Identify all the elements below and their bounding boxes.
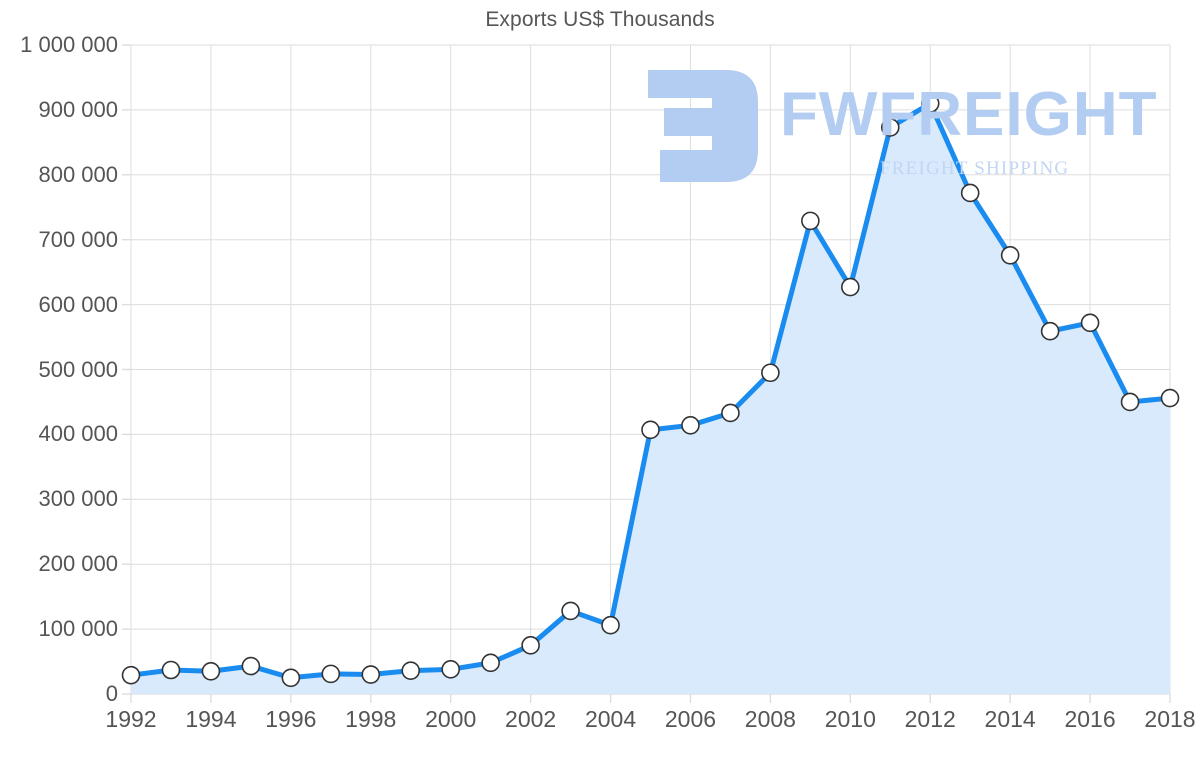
data-point-marker[interactable] — [441, 660, 460, 679]
x-axis-tick-label: 2002 — [505, 706, 557, 732]
data-point-marker[interactable] — [561, 601, 580, 621]
x-axis-tick-label: 2004 — [584, 706, 637, 732]
data-point-marker[interactable] — [121, 665, 141, 685]
y-axis-tick-label: 600 000 — [38, 291, 118, 317]
x-axis-tick-label: 2000 — [425, 706, 477, 732]
x-axis-tick-label: 1994 — [185, 706, 237, 732]
chart-title: Exports US$ Thousands — [485, 8, 715, 31]
data-point-marker[interactable] — [321, 664, 341, 684]
x-axis-tick-label: 2006 — [664, 706, 717, 732]
y-axis-tick-label: 200 000 — [38, 551, 118, 577]
data-point-marker[interactable] — [1160, 388, 1180, 408]
data-point-marker[interactable] — [1120, 392, 1140, 412]
x-axis-tick-label: 2018 — [1144, 706, 1196, 732]
y-axis-tick-label: 700 000 — [38, 226, 118, 252]
x-axis-tick-label: 1992 — [105, 706, 157, 732]
x-axis-tick-label: 2012 — [904, 706, 956, 732]
data-point-marker[interactable] — [801, 211, 820, 231]
x-axis-tick-label: 2014 — [984, 706, 1036, 732]
x-axis-tick-label: 2008 — [744, 706, 796, 732]
x-axis-tick-label: 1996 — [265, 706, 317, 732]
y-axis-tick-label: 300 000 — [38, 486, 118, 512]
data-point-marker[interactable] — [481, 653, 500, 673]
y-axis-tick-label: 1 000 000 — [20, 32, 118, 57]
data-point-marker[interactable] — [361, 665, 381, 684]
data-point-marker[interactable] — [1040, 321, 1060, 341]
y-axis-tick-label: 100 000 — [38, 616, 118, 642]
data-point-marker[interactable] — [880, 118, 900, 137]
y-axis-tick-label: 400 000 — [38, 421, 118, 447]
axis-tick-marks — [122, 44, 1171, 703]
data-point-marker[interactable] — [281, 668, 301, 688]
data-point-marker[interactable] — [920, 94, 940, 113]
data-point-marker[interactable] — [841, 277, 860, 297]
x-axis-tick-label: 1998 — [345, 706, 397, 732]
data-point-marker[interactable] — [401, 661, 421, 680]
data-point-marker[interactable] — [161, 660, 181, 680]
data-point-marker[interactable] — [681, 416, 700, 435]
data-point-marker[interactable] — [960, 183, 980, 203]
data-point-marker[interactable] — [1000, 245, 1020, 265]
data-point-marker[interactable] — [201, 661, 221, 681]
data-point-marker[interactable] — [241, 656, 261, 676]
x-axis-tick-label: 2016 — [1064, 706, 1116, 732]
data-point-marker[interactable] — [641, 420, 660, 440]
y-axis-tick-label: 500 000 — [38, 356, 118, 382]
data-point-marker[interactable] — [1080, 313, 1100, 333]
data-point-marker[interactable] — [601, 615, 620, 635]
data-point-marker[interactable] — [721, 403, 740, 423]
x-axis-tick-label: 2010 — [824, 706, 876, 732]
y-axis-tick-label: 0 — [105, 681, 118, 706]
y-axis-tick-label: 800 000 — [38, 161, 118, 187]
data-point-markers[interactable] — [121, 94, 1180, 688]
data-point-marker[interactable] — [761, 363, 780, 383]
y-axis-tick-label: 900 000 — [38, 96, 118, 122]
data-point-marker[interactable] — [521, 636, 540, 655]
area-fill — [131, 103, 1170, 694]
